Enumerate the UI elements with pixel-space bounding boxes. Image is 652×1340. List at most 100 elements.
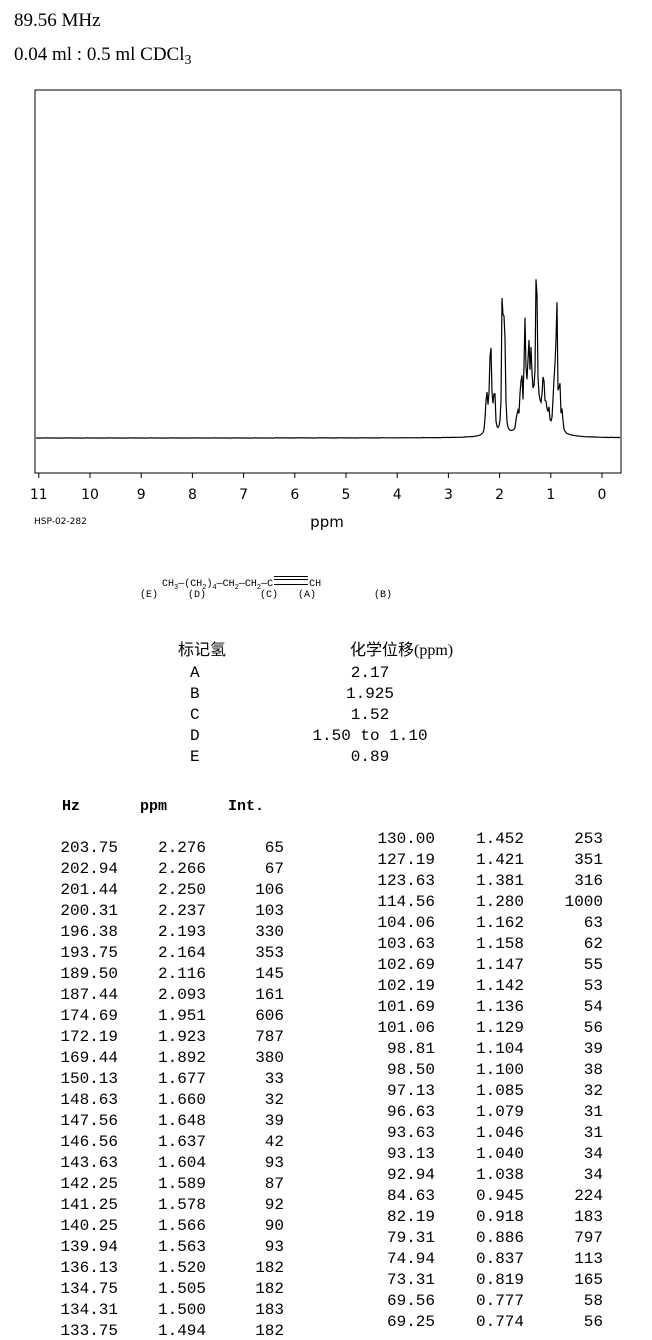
peak-ppm: 2.250: [157, 881, 206, 899]
peak-ppm: 1.381: [475, 872, 524, 890]
peak-ppm: 1.637: [157, 1133, 206, 1151]
assignment-label: A: [190, 664, 200, 682]
peak-ppm: 1.677: [157, 1070, 206, 1088]
peak-intensity: 182: [255, 1322, 284, 1340]
peak-hz: 74.94: [386, 1250, 435, 1268]
structure-label-e: (E): [140, 590, 159, 601]
peak-hz: 130.00: [377, 830, 435, 848]
peak-ppm: 1.648: [157, 1112, 206, 1130]
peak-hz: 134.31: [60, 1301, 118, 1319]
peak-hz: 201.44: [60, 881, 118, 899]
peak-hz: 189.50: [60, 965, 118, 983]
peak-ppm: 0.819: [475, 1271, 524, 1289]
peak-hz: 148.63: [60, 1091, 118, 1109]
assignment-header-label: 标记氢: [178, 642, 227, 659]
x-tick-label: 7: [239, 487, 248, 503]
peak-ppm: 2.276: [157, 839, 206, 857]
peak-ppm: 1.421: [475, 851, 524, 869]
peak-hz: 96.63: [386, 1103, 435, 1121]
peak-intensity: 54: [583, 998, 603, 1016]
peak-hz: 98.81: [386, 1040, 435, 1058]
formula-part: —CH: [216, 579, 235, 590]
x-tick-label: 3: [444, 487, 453, 503]
peak-ppm: 1.500: [157, 1301, 206, 1319]
peak-hz: 114.56: [377, 893, 435, 911]
assignment-label: E: [190, 748, 200, 766]
peak-ppm: 1.951: [157, 1007, 206, 1025]
x-tick-label: 10: [81, 487, 99, 503]
peak-intensity: 1000: [564, 893, 603, 911]
peak-hz: 97.13: [386, 1082, 435, 1100]
peak-intensity: 32: [583, 1082, 603, 1100]
peak-ppm: 1.040: [475, 1145, 524, 1163]
peak-intensity: 353: [255, 944, 284, 962]
peak-intensity: 787: [255, 1028, 284, 1046]
x-tick-label: 2: [495, 487, 504, 503]
peak-hz: 196.38: [60, 923, 118, 941]
peak-ppm: 1.923: [157, 1028, 206, 1046]
peak-hz: 92.94: [386, 1166, 435, 1184]
assignment-label: C: [190, 706, 200, 724]
assignment-shift: 1.50 to 1.10: [312, 727, 428, 745]
peak-intensity: 92: [264, 1196, 284, 1214]
spectrometer-frequency: 89.56 MHz: [14, 10, 101, 31]
peak-ppm: 0.945: [475, 1187, 524, 1205]
peak-intensity: 39: [583, 1040, 603, 1058]
peak-hz: 203.75: [60, 839, 118, 857]
peak-hz: 127.19: [377, 851, 435, 869]
peak-intensity: 55: [583, 956, 603, 974]
peak-intensity: 33: [264, 1070, 284, 1088]
peak-hz: 193.75: [60, 944, 118, 962]
peak-hz: 69.25: [386, 1313, 435, 1331]
peak-intensity: 31: [583, 1103, 603, 1121]
structure-label-a: (A): [298, 590, 317, 601]
peak-hz: 101.69: [377, 998, 435, 1016]
spectrum-trace: [35, 279, 620, 439]
peak-intensity: 42: [264, 1133, 284, 1151]
peak-ppm: 1.505: [157, 1280, 206, 1298]
assignment-label: D: [190, 727, 200, 745]
peak-header-hz: Hz: [62, 798, 81, 815]
formula-part: —C: [261, 579, 274, 590]
peak-hz: 93.13: [386, 1145, 435, 1163]
peak-hz: 147.56: [60, 1112, 118, 1130]
assignment-shift: 1.925: [345, 685, 394, 703]
peak-intensity: 31: [583, 1124, 603, 1142]
peak-intensity: 38: [583, 1061, 603, 1079]
x-tick-label: 8: [188, 487, 197, 503]
spectrum-code: HSP-02-282: [34, 517, 87, 527]
peak-intensity: 34: [583, 1166, 603, 1184]
peak-intensity: 65: [264, 839, 284, 857]
peak-hz: 73.31: [386, 1271, 435, 1289]
peak-ppm: 1.162: [475, 914, 524, 932]
formula-sub: 2: [256, 584, 262, 592]
peak-intensity: 93: [264, 1238, 284, 1256]
peak-intensity: 106: [255, 881, 284, 899]
peak-hz: 202.94: [60, 860, 118, 878]
peak-hz: 172.19: [60, 1028, 118, 1046]
formula-row: CH3—(CH2)4—CH2—CH2—C CH: [138, 566, 321, 603]
peak-hz: 140.25: [60, 1217, 118, 1235]
formula-part: CH: [309, 579, 322, 590]
assignment-shift: 1.52: [350, 706, 390, 724]
peak-ppm: 1.452: [475, 830, 524, 848]
peak-hz: 123.63: [377, 872, 435, 890]
sample-concentration: 0.04 ml : 0.5 ml CDCl3: [14, 44, 192, 68]
peak-ppm: 2.266: [157, 860, 206, 878]
peak-intensity: 67: [264, 860, 284, 878]
peak-intensity: 351: [574, 851, 603, 869]
peak-ppm: 1.038: [475, 1166, 524, 1184]
peak-hz: 136.13: [60, 1259, 118, 1277]
peak-header-int: Int.: [228, 798, 265, 815]
formula-part: —(CH: [178, 579, 203, 590]
peak-hz: 141.25: [60, 1196, 118, 1214]
structure-label-b: (B): [374, 590, 393, 601]
x-tick-label: 1: [546, 487, 555, 503]
x-tick-label: 6: [290, 487, 299, 503]
x-tick-label: 0: [598, 487, 607, 503]
peak-ppm: 1.563: [157, 1238, 206, 1256]
peak-hz: 150.13: [60, 1070, 118, 1088]
peak-intensity: 63: [583, 914, 603, 932]
peak-hz: 169.44: [60, 1049, 118, 1067]
peak-ppm: 0.886: [475, 1229, 524, 1247]
